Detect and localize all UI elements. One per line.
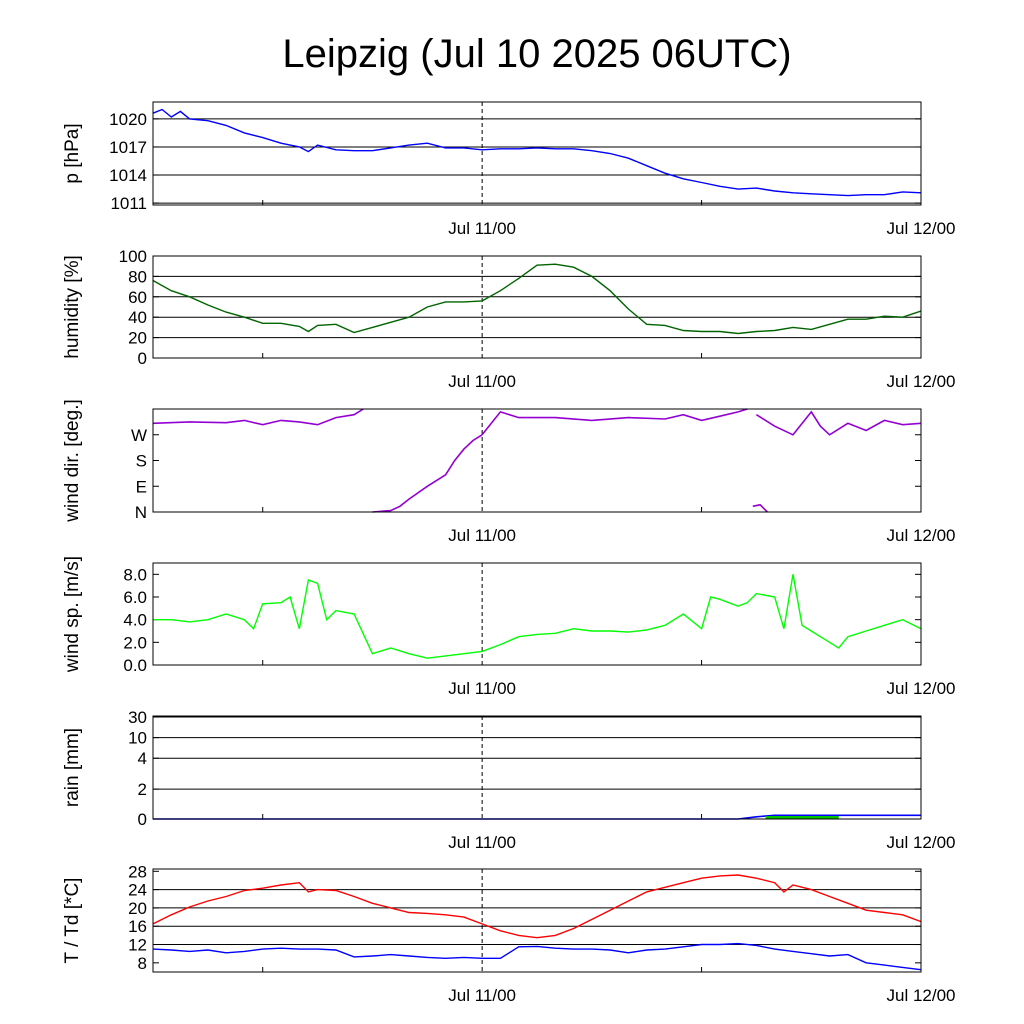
x-tick-label: Jul 12/00 (887, 526, 956, 545)
x-tick-label: Jul 12/00 (887, 833, 956, 852)
x-tick-label: Jul 12/00 (887, 372, 956, 391)
y-tick-label: 24 (128, 881, 147, 900)
y-tick-label: 0.0 (123, 656, 147, 675)
y-axis-label: wind dir. [deg.] (62, 399, 83, 523)
x-tick-label: Jul 11/00 (448, 372, 516, 391)
rain-bar (765, 816, 839, 819)
plot-frame (152, 562, 922, 666)
y-tick-label: 1017 (109, 138, 147, 157)
y-tick-label: E (136, 477, 147, 496)
x-tick-label: Jul 12/00 (887, 986, 956, 1005)
y-tick-label: 6.0 (123, 588, 147, 607)
y-axis-label: T / Td [*C] (62, 878, 83, 964)
series-line (481, 408, 748, 436)
y-tick-label: N (135, 503, 147, 522)
y-tick-label: 10 (128, 729, 147, 748)
y-tick-label: 100 (119, 247, 147, 266)
x-tick-label: Jul 11/00 (448, 986, 516, 1005)
y-tick-label: 28 (128, 862, 147, 881)
y-tick-label: 40 (128, 308, 147, 327)
panel-rain: 0 2 410 30 rain [mm] Jul 11/00 Jul 12/00 (62, 708, 956, 852)
y-tick-label: 2 (138, 780, 147, 799)
x-tick-label: Jul 11/00 (448, 833, 516, 852)
y-tick-label: 30 (128, 708, 147, 727)
y-axis-label: wind sp. [m/s] (62, 556, 83, 673)
y-tick-label: 20 (128, 329, 147, 348)
panel-wind-speed: 0.0 2.0 4.0 6.0 8.0 wind sp. [m/s] Jul 11/00 Ju… (62, 556, 956, 698)
plot-frame (152, 408, 922, 513)
chart-title: Leipzig (Jul 10 2025 06UTC) (282, 32, 791, 76)
y-tick-label: 4.0 (123, 611, 147, 630)
y-axis-label: humidity [%] (62, 255, 83, 358)
x-tick-label: Jul 11/00 (448, 679, 516, 698)
y-tick-label: 8.0 (123, 565, 147, 584)
plot-frame (152, 715, 922, 820)
series-line (152, 408, 364, 426)
plot-frame (152, 101, 922, 206)
y-tick-label: 80 (128, 267, 147, 286)
y-tick-label: 1020 (109, 110, 147, 129)
y-tick-label: 12 (128, 936, 147, 955)
y-tick-label: 2.0 (123, 633, 147, 652)
y-tick-label: W (131, 426, 147, 445)
y-tick-label: 0 (138, 810, 147, 829)
y-tick-label: 1011 (110, 194, 147, 213)
series-line (152, 874, 922, 939)
series-line (755, 410, 922, 436)
series-line (372, 434, 483, 513)
y-tick-label: 16 (128, 917, 147, 936)
y-tick-label: 4 (138, 749, 147, 768)
series-line (152, 263, 922, 335)
y-tick-label: 1014 (109, 166, 147, 185)
y-tick-label: 0 (138, 349, 147, 368)
y-axis-label: p [hPa] (62, 123, 83, 183)
x-tick-label: Jul 11/00 (448, 526, 516, 545)
plot-frame (152, 868, 922, 973)
plot-frame (152, 255, 922, 359)
panel-pressure: 1011 1014 1017 1020 p [hPa] Jul 11/00 Jul 12/0… (62, 101, 956, 238)
y-tick-label: S (136, 452, 147, 471)
series-line (152, 108, 922, 197)
series-line (152, 942, 922, 971)
series-line (752, 503, 768, 513)
y-axis-label: rain [mm] (62, 728, 83, 807)
series-line (153, 574, 922, 659)
y-tick-label: 60 (128, 288, 147, 307)
x-tick-label: Jul 12/00 (887, 219, 956, 238)
x-tick-label: Jul 11/00 (448, 219, 516, 238)
y-tick-label: 20 (128, 899, 147, 918)
y-tick-label: 8 (138, 954, 147, 973)
x-tick-label: Jul 12/00 (887, 679, 956, 698)
